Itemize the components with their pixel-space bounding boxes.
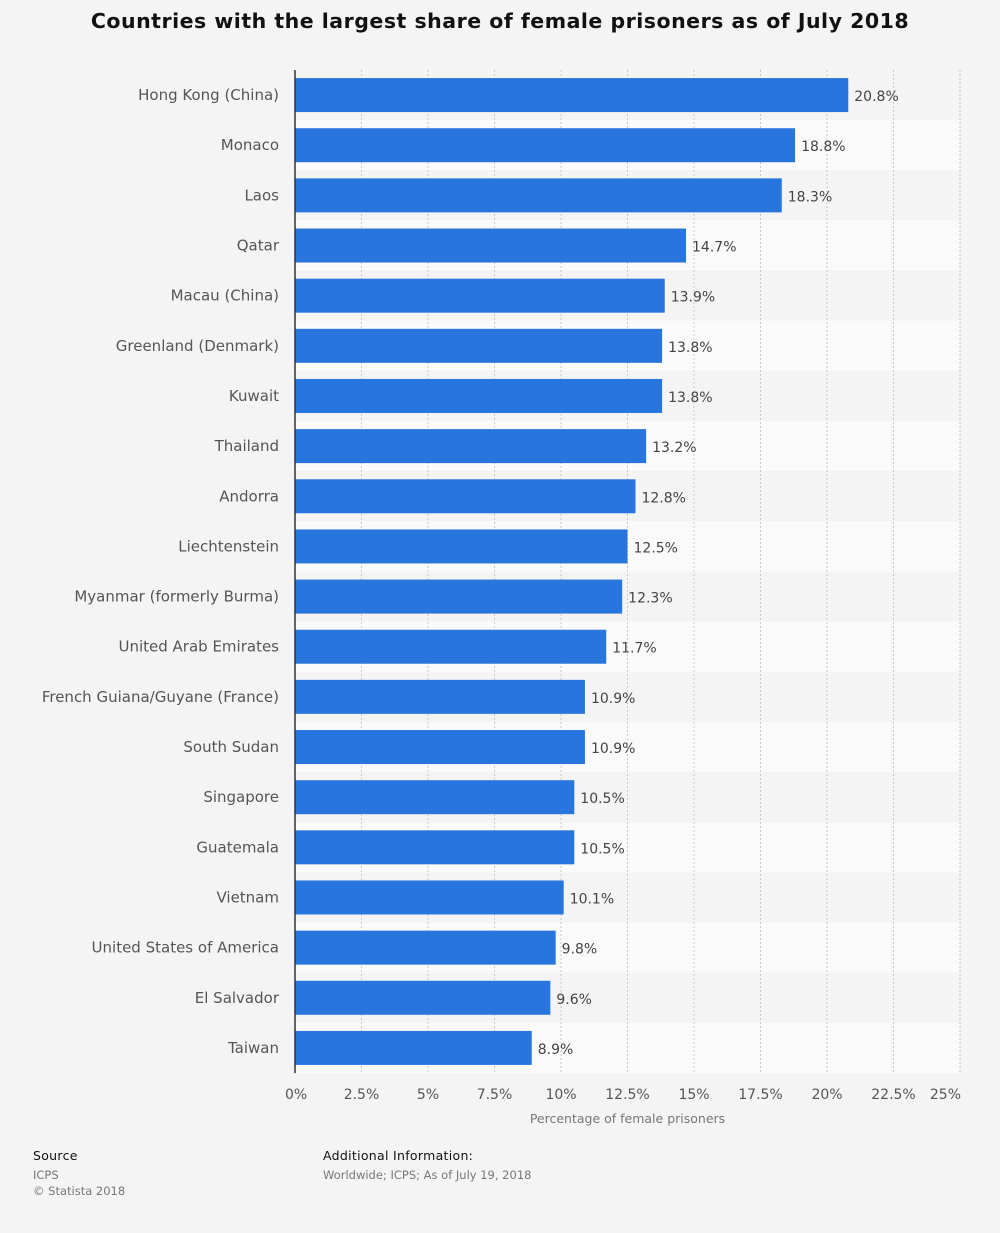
category-label: Singapore	[203, 788, 279, 806]
value-label: 9.8%	[562, 942, 598, 958]
category-label: Hong Kong (China)	[138, 86, 279, 104]
category-label: United Arab Emirates	[118, 638, 279, 656]
value-label: 12.5%	[634, 540, 678, 556]
category-label: Guatemala	[196, 838, 279, 856]
x-tick-labels: 0% 2.5% 5% 7.5% 10% 12.5% 15% 17.5% 20% 22.5% 25%	[285, 1087, 961, 1103]
x-tick-label: 12.5%	[605, 1087, 649, 1103]
additional-info-heading: Additional Information:	[323, 1148, 474, 1163]
bar[interactable]	[295, 78, 849, 113]
category-label: United States of America	[92, 939, 279, 957]
bar[interactable]	[295, 479, 636, 514]
value-label: 13.9%	[671, 290, 715, 306]
bar[interactable]	[295, 178, 782, 213]
bar[interactable]	[295, 629, 607, 664]
chart-title: Countries with the largest share of fema…	[90, 9, 910, 33]
x-axis-title: Percentage of female prisoners	[530, 1111, 725, 1126]
category-label: Qatar	[237, 237, 280, 255]
category-label: Vietnam	[216, 888, 279, 906]
x-tick-label: 15%	[678, 1087, 709, 1103]
bar[interactable]	[295, 730, 585, 765]
value-label: 10.9%	[591, 691, 635, 707]
bar[interactable]	[295, 228, 687, 263]
value-label: 13.2%	[652, 440, 696, 456]
x-tick-label: 17.5%	[738, 1087, 782, 1103]
bar[interactable]	[295, 378, 663, 413]
category-label: Kuwait	[229, 387, 279, 405]
value-label: 12.8%	[641, 490, 685, 506]
value-label: 12.3%	[628, 591, 672, 607]
category-label: Macau (China)	[171, 287, 279, 305]
bar[interactable]	[295, 579, 623, 614]
category-labels: Hong Kong (China) Monaco Laos Qatar Macau (C…	[42, 86, 280, 1057]
bar[interactable]	[295, 679, 585, 714]
category-label: South Sudan	[183, 738, 279, 756]
category-label: Liechtenstein	[178, 537, 279, 555]
x-tick-label: 7.5%	[477, 1087, 513, 1103]
value-label: 13.8%	[668, 390, 712, 406]
bar[interactable]	[295, 1030, 532, 1065]
bar[interactable]	[295, 930, 556, 965]
value-label: 18.8%	[801, 139, 845, 155]
bar[interactable]	[295, 780, 575, 815]
bar[interactable]	[295, 880, 564, 915]
bar[interactable]	[295, 830, 575, 865]
x-tick-label: 10%	[545, 1087, 576, 1103]
value-label: 18.3%	[788, 189, 832, 205]
copyright: © Statista 2018	[33, 1184, 126, 1198]
x-tick-label: 5%	[417, 1087, 439, 1103]
value-label: 8.9%	[538, 1042, 574, 1058]
value-label: 14.7%	[692, 240, 736, 256]
value-label: 20.8%	[854, 89, 898, 105]
value-label: 11.7%	[612, 641, 656, 657]
x-tick-label: 20%	[811, 1087, 842, 1103]
category-label: Thailand	[214, 437, 279, 455]
bar[interactable]	[295, 529, 628, 564]
x-tick-label: 0%	[285, 1087, 307, 1103]
value-label: 9.6%	[556, 992, 592, 1008]
source-heading: Source	[33, 1148, 78, 1163]
bar[interactable]	[295, 429, 647, 464]
x-tick-label: 25%	[930, 1087, 961, 1103]
bar[interactable]	[295, 980, 551, 1015]
additional-info-text: Worldwide; ICPS; As of July 19, 2018	[323, 1168, 532, 1182]
category-label: Greenland (Denmark)	[116, 337, 279, 355]
category-label: Monaco	[221, 136, 279, 154]
value-label: 10.5%	[580, 841, 624, 857]
category-label: Laos	[244, 186, 279, 204]
gridlines	[361, 70, 961, 1073]
x-tick-label: 2.5%	[344, 1087, 380, 1103]
additional-info-block: Additional Information: Worldwide; ICPS;…	[323, 1148, 531, 1183]
category-label: Taiwan	[227, 1039, 279, 1057]
category-label: Myanmar (formerly Burma)	[74, 588, 279, 606]
source-name: ICPS	[33, 1168, 59, 1182]
category-label: French Guiana/Guyane (France)	[42, 688, 279, 706]
category-label: El Salvador	[195, 989, 280, 1007]
value-labels: 20.8% 18.8% 18.3% 14.7% 13.9% 13.8% 13.8% 13.2%…	[538, 89, 899, 1058]
value-label: 13.8%	[668, 340, 712, 356]
bar[interactable]	[295, 278, 665, 313]
bar[interactable]	[295, 328, 663, 363]
source-block: Source ICPS © Statista 2018	[33, 1148, 125, 1199]
value-label: 10.5%	[580, 791, 624, 807]
bar[interactable]	[295, 128, 796, 163]
bars	[295, 78, 849, 1065]
value-label: 10.1%	[570, 891, 614, 907]
category-label: Andorra	[219, 487, 279, 505]
x-tick-label: 22.5%	[871, 1087, 915, 1103]
value-label: 10.9%	[591, 741, 635, 757]
